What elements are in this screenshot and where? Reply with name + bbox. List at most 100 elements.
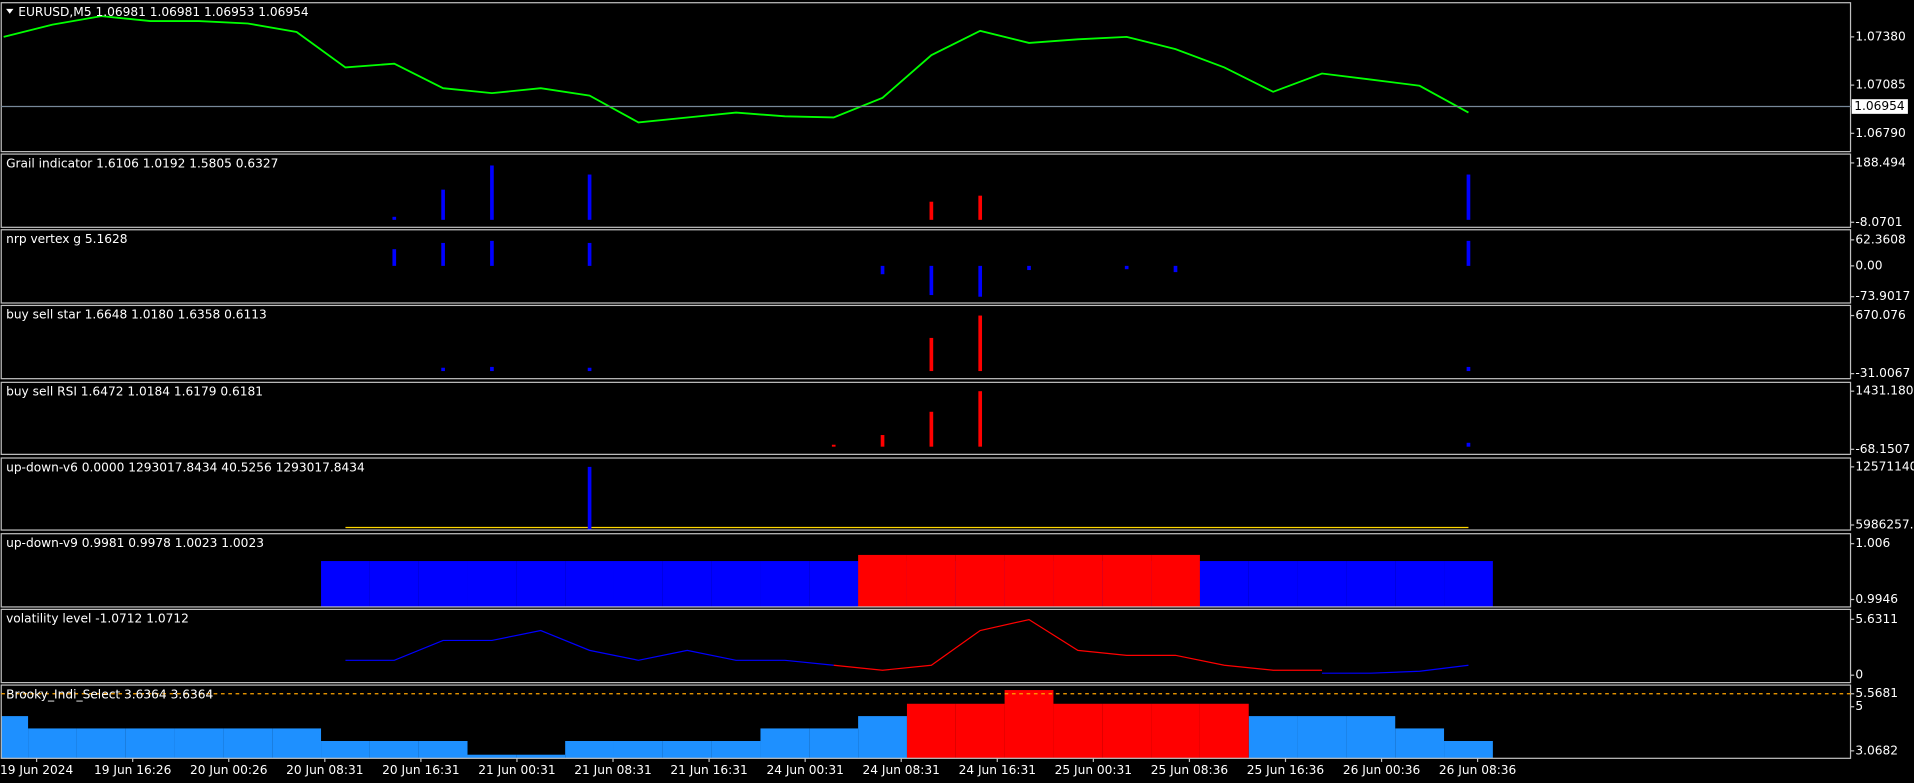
x-tick-label: 26 Jun 00:36 (1343, 763, 1420, 777)
y-tick-label: -31.0067 (1855, 366, 1910, 380)
panel-frame (0, 608, 1852, 684)
y-tick-label: 3.0682 (1855, 743, 1898, 757)
bar (1151, 554, 1200, 607)
x-tick-label: 21 Jun 08:31 (574, 763, 651, 777)
y-tick-label: 62.3608 (1855, 232, 1905, 246)
x-tick-label: 20 Jun 00:26 (190, 763, 267, 777)
bar (955, 554, 1005, 607)
bar (1102, 703, 1152, 759)
bar (1444, 740, 1493, 759)
collapse-arrow[interactable] (6, 8, 14, 14)
bar (1297, 561, 1347, 607)
y-tick-label: 5.5681 (1855, 686, 1898, 700)
y-tick-label: -73.9017 (1855, 289, 1910, 303)
bar (1151, 703, 1200, 759)
panel-frame (0, 684, 1852, 759)
bar (587, 367, 592, 372)
panel-title: buy sell star 1.6648 1.0180 1.6358 0.611… (6, 308, 267, 322)
series-line (833, 618, 1322, 671)
y-tick-label: 1.006 (1855, 536, 1890, 550)
y-tick-label: 1.06790 (1855, 126, 1905, 140)
bar (1346, 716, 1396, 759)
bar (906, 703, 956, 759)
bar (587, 466, 592, 531)
bar (858, 554, 907, 607)
panel-plot (345, 618, 1469, 674)
panel-plot (1, 690, 1493, 759)
bar (1053, 703, 1103, 759)
panel-plot (441, 315, 1471, 372)
bar (880, 435, 885, 447)
bar (1444, 561, 1493, 607)
bar (418, 561, 468, 607)
panel-title: buy sell RSI 1.6472 1.0184 1.6179 0.6181 (6, 385, 263, 399)
bar (955, 703, 1005, 759)
bar (321, 740, 370, 759)
y-tick-label: 12571140 (1855, 459, 1914, 473)
bar (1297, 716, 1347, 759)
panel-frame (0, 153, 1852, 228)
bar (613, 740, 663, 759)
bar (613, 561, 663, 607)
x-tick-label: 25 Jun 16:36 (1247, 763, 1324, 777)
bar (1, 716, 29, 759)
bar (490, 240, 494, 266)
bar (467, 754, 517, 759)
price-box (1851, 99, 1908, 114)
bar (929, 337, 934, 372)
bar (321, 561, 370, 607)
x-tick-label: 21 Jun 16:31 (670, 763, 747, 777)
x-tick-label: 19 Jun 16:26 (94, 763, 171, 777)
x-tick-label: 24 Jun 08:31 (863, 763, 940, 777)
bar (490, 366, 494, 372)
x-tick-label: 20 Jun 08:31 (286, 763, 363, 777)
panel-title: up-down-v6 0.0000 1293017.8434 40.5256 1… (6, 460, 365, 474)
bar (272, 728, 322, 759)
x-tick-label: 24 Jun 00:31 (766, 763, 843, 777)
bar (565, 740, 614, 759)
bar (441, 367, 445, 372)
bar (978, 265, 983, 297)
bar (662, 561, 712, 607)
bar (978, 391, 983, 447)
bar (1395, 561, 1445, 607)
bar (516, 561, 566, 607)
panel-plot (392, 165, 1471, 220)
series-line (3, 15, 1469, 124)
bar (1199, 561, 1249, 607)
bar (929, 265, 934, 296)
bar (441, 242, 445, 266)
bar (1173, 265, 1178, 273)
y-tick-label: -68.1507 (1855, 442, 1910, 456)
bar (662, 740, 712, 759)
panel-frame (0, 533, 1852, 608)
panel-plot (392, 240, 1471, 297)
panel-plot (345, 466, 1469, 531)
bar (858, 716, 907, 759)
y-tick-label: 0 (1855, 668, 1863, 682)
bar (369, 740, 419, 759)
bar (587, 242, 592, 266)
bar (760, 561, 810, 607)
bar (490, 165, 494, 220)
bar (587, 174, 592, 220)
bar (760, 728, 810, 759)
panel-title: volatility level -1.0712 1.0712 (6, 612, 189, 626)
bar (978, 315, 983, 372)
bar (1466, 442, 1471, 447)
bar (1248, 716, 1298, 759)
panel-plot (831, 391, 1471, 447)
x-tick-label: 25 Jun 00:31 (1055, 763, 1132, 777)
panel-frame (0, 457, 1852, 531)
bar (929, 411, 934, 447)
panel-title: nrp vertex g 5.1628 (6, 232, 127, 246)
panel-frame (0, 2, 1852, 153)
price-label: 1.06954 (1854, 99, 1905, 113)
bar (565, 561, 614, 607)
panel-title: EURUSD,M5 1.06981 1.06981 1.06953 1.0695… (18, 5, 309, 19)
panel-frame (0, 381, 1852, 455)
bar (880, 265, 885, 275)
series-line (345, 629, 1469, 674)
